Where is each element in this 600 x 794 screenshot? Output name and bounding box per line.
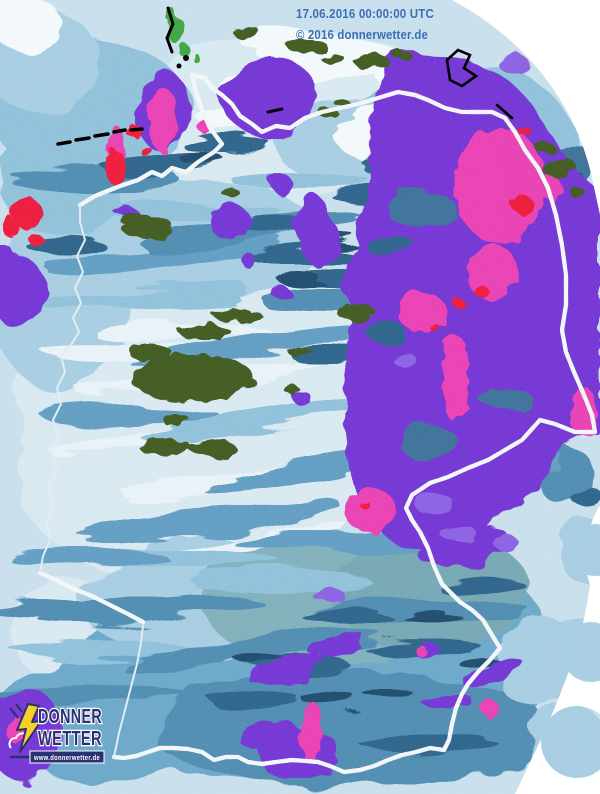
usedom-island — [495, 103, 514, 120]
logo-word-donner: DONNER — [38, 706, 102, 728]
donnerwetter-logo: DONNER WETTER www.donnerwetter.de — [8, 703, 105, 764]
sylt-island — [165, 6, 175, 54]
fehmarn-island — [266, 107, 284, 114]
islands — [56, 6, 514, 146]
logo-word-wetter: WETTER — [38, 728, 102, 750]
border-west-light — [39, 204, 144, 758]
logo-rain-strokes-icon — [9, 703, 23, 719]
amrum-island — [176, 63, 182, 69]
ruegen-island — [445, 48, 479, 88]
lightning-bolt-icon — [16, 703, 42, 753]
east-frisian-islands — [56, 127, 144, 146]
logo-url-text: www.donnerwetter.de — [33, 755, 100, 762]
foehr-island — [183, 55, 189, 61]
germany-border — [37, 72, 598, 775]
logo-url-bar — [29, 750, 105, 764]
timestamp-label: 17.06.2016 00:00:00 UTC — [296, 7, 434, 21]
copyright-label: © 2016 donnerwetter.de — [296, 28, 428, 42]
